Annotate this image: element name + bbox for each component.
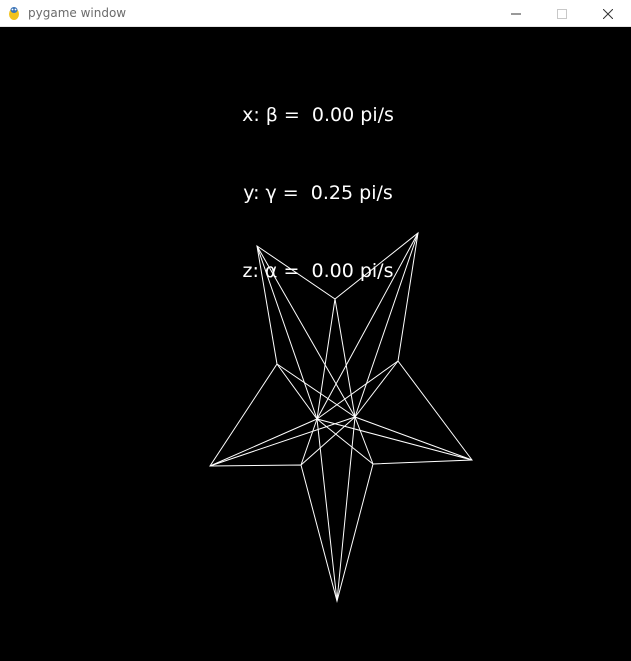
pygame-canvas[interactable]: x: β = 0.00 pi/s y: γ = 0.25 pi/s z: α =… [0,27,631,661]
star-inner-edges [209,232,473,602]
maximize-icon [557,8,567,19]
maximize-button[interactable] [539,0,585,27]
y-rotation-text: y: γ = 0.25 pi/s [243,182,393,204]
close-icon [603,8,613,19]
window-title: pygame window [28,6,127,20]
star-outline [209,231,473,603]
x-rotation-text: x: β = 0.00 pi/s [242,104,394,126]
close-button[interactable] [585,0,631,27]
minimize-button[interactable] [493,0,539,27]
pygame-snake-icon [9,7,19,20]
wireframe-star [209,231,473,603]
title-bar[interactable]: pygame window [0,0,631,27]
minimize-icon [511,13,521,14]
